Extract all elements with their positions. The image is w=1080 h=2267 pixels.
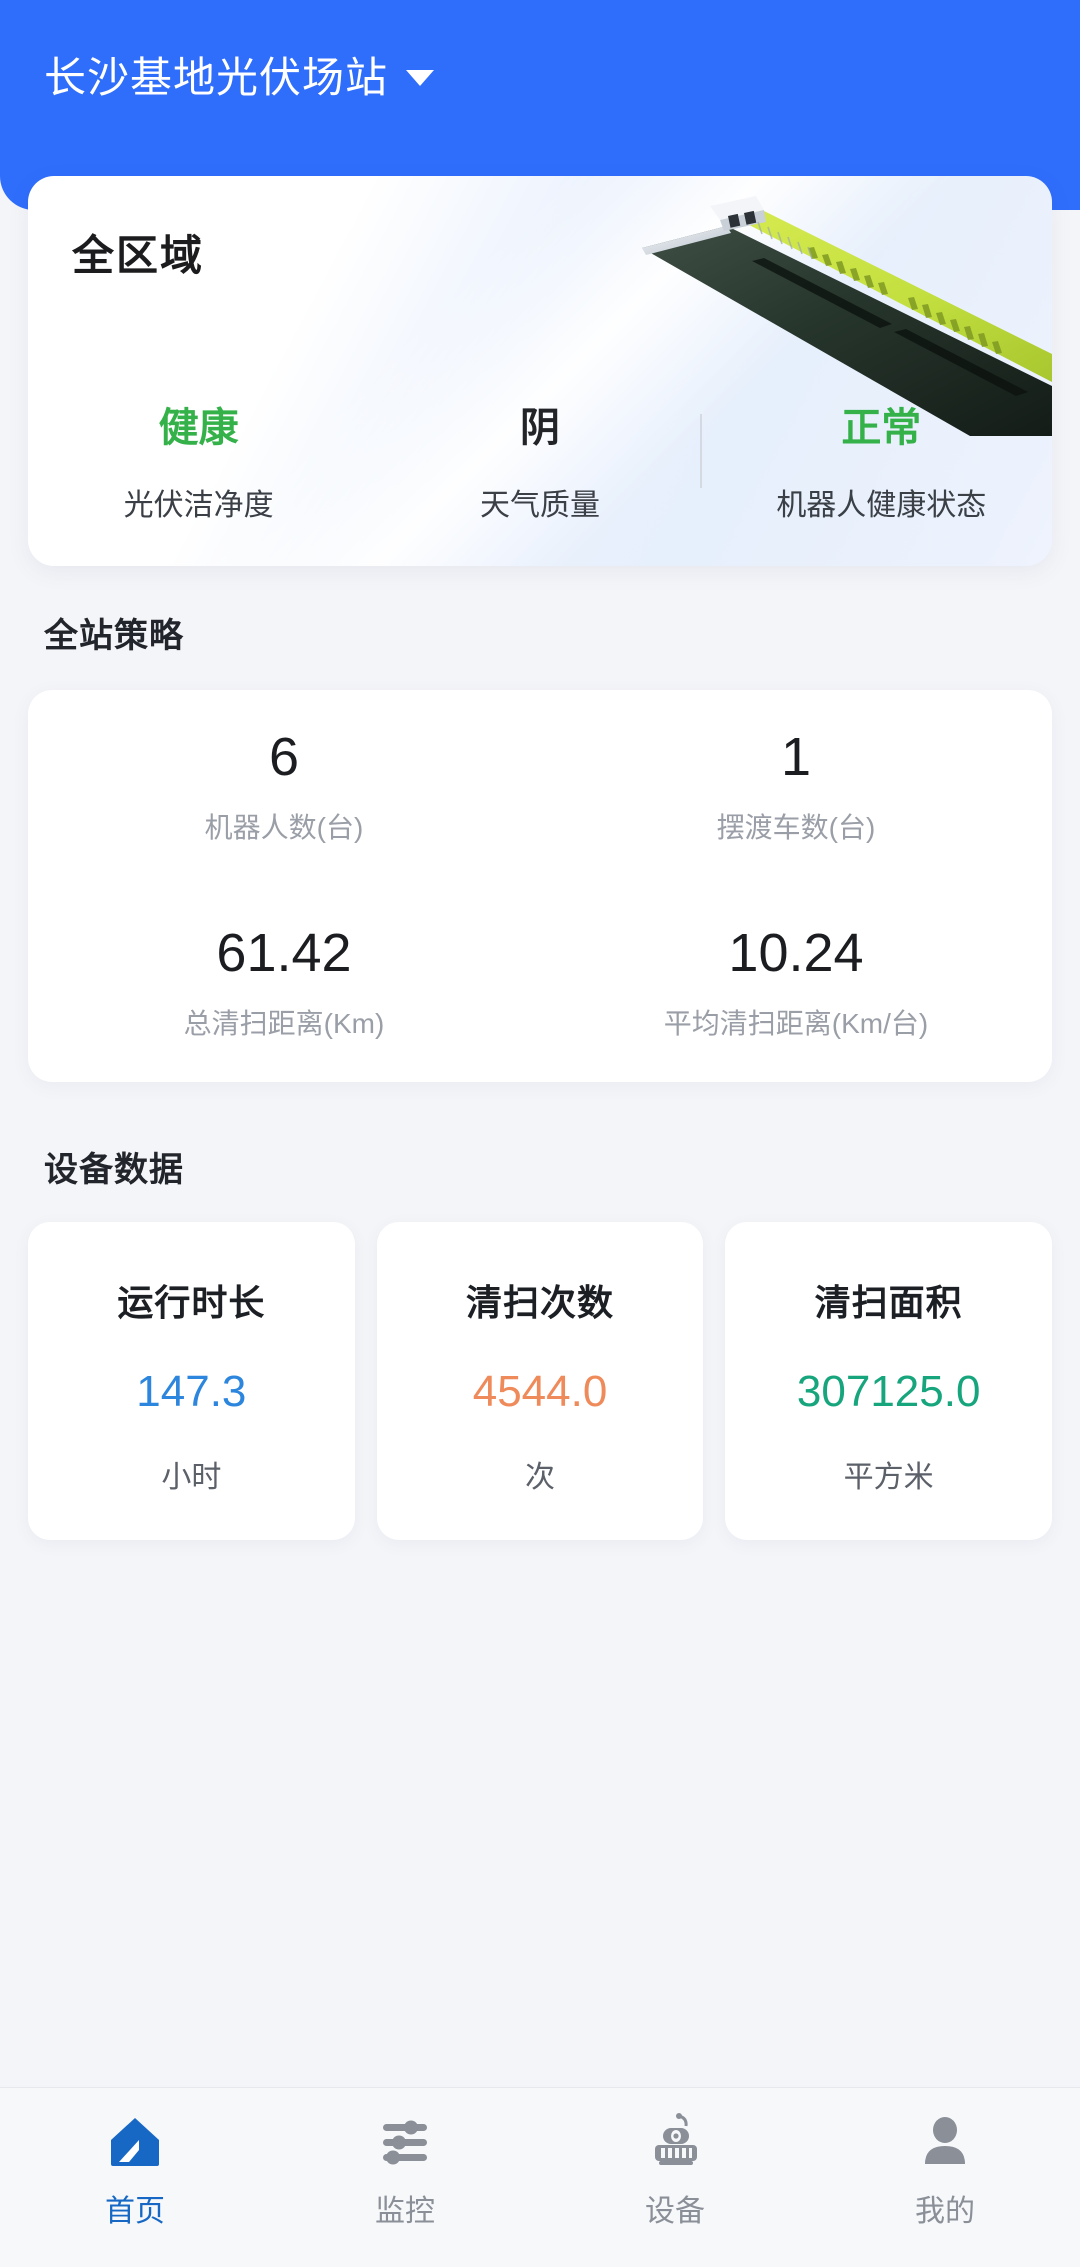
device-card-unit-clean-count: 次: [525, 1461, 555, 1494]
strategy-item-total-distance: 61.42 总清扫距离(Km): [28, 926, 540, 1042]
strategy-item-avg-distance: 10.24 平均清扫距离(Km/台): [540, 926, 1052, 1042]
strategy-value-total-distance: 61.42: [216, 923, 352, 983]
status-label-robot-health: 机器人健康状态: [776, 489, 987, 522]
nav-label-device: 设备: [645, 2195, 705, 2228]
section-title-strategy: 全站策略: [44, 617, 184, 655]
strategy-label-robot-count: 机器人数(台): [204, 812, 364, 843]
device-card-title-runtime: 运行时长: [117, 1282, 266, 1323]
device-data-row: 运行时长 147.3 小时 清扫次数 4544.0 次 清扫面积 307125.…: [28, 1222, 1053, 1540]
device-card-clean-area[interactable]: 清扫面积 307125.0 平方米: [725, 1222, 1053, 1540]
nav-item-device[interactable]: 设备: [540, 2110, 810, 2230]
strategy-value-robot-count: 6: [268, 727, 300, 787]
strategy-label-total-distance: 总清扫距离(Km): [183, 1008, 385, 1039]
device-card-unit-clean-area: 平方米: [843, 1461, 934, 1494]
status-label-cleanliness: 光伏洁净度: [123, 489, 274, 522]
device-card-clean-count[interactable]: 清扫次数 4544.0 次: [376, 1222, 704, 1540]
device-card-title-clean-count: 清扫次数: [466, 1282, 615, 1323]
device-card-runtime[interactable]: 运行时长 147.3 小时: [28, 1222, 355, 1540]
strategy-item-robot-count: 6 机器人数(台): [28, 730, 540, 846]
status-divider: [700, 414, 703, 488]
device-card-value-clean-area: 307125.0: [796, 1367, 981, 1416]
status-item-cleanliness: 健康 光伏洁净度: [28, 406, 369, 524]
status-item-robot-health: 正常 机器人健康状态: [711, 406, 1052, 524]
person-icon[interactable]: [913, 2110, 977, 2174]
device-card-title-clean-area: 清扫面积: [814, 1282, 963, 1323]
device-card-value-clean-count: 4544.0: [472, 1367, 608, 1416]
strategy-label-avg-distance: 平均清扫距离(Km/台): [663, 1008, 929, 1039]
strategy-value-shuttle-count: 1: [780, 727, 812, 787]
nav-item-profile[interactable]: 我的: [810, 2110, 1080, 2230]
nav-label-home: 首页: [105, 2195, 165, 2228]
section-title-device-data: 设备数据: [44, 1151, 184, 1189]
chevron-down-icon[interactable]: [406, 69, 435, 86]
strategy-item-shuttle-count: 1 摆渡车数(台): [540, 730, 1052, 846]
bottom-navigation-bar: 首页 监控: [0, 2087, 1080, 2267]
strategy-card: 6 机器人数(台) 1 摆渡车数(台) 61.42 总清扫距离(Km) 10.2…: [28, 690, 1052, 1082]
nav-item-home[interactable]: 首页: [0, 2110, 270, 2230]
status-value-cleanliness: 健康: [158, 406, 239, 450]
hero-area-title: 全区域: [72, 232, 205, 279]
status-row: 健康 光伏洁净度 阴 天气质量 正常 机器人健康状态: [28, 406, 1052, 524]
status-label-weather: 天气质量: [479, 489, 600, 522]
device-card-value-runtime: 147.3: [136, 1367, 247, 1416]
strategy-value-avg-distance: 10.24: [728, 923, 864, 983]
strategy-label-shuttle-count: 摆渡车数(台): [716, 812, 876, 843]
status-item-weather: 阴 天气质量: [369, 406, 710, 524]
solar-robot-image: [632, 186, 1052, 436]
nav-label-monitor: 监控: [375, 2195, 435, 2228]
device-card-unit-runtime: 小时: [161, 1461, 222, 1494]
nav-label-profile: 我的: [915, 2195, 975, 2228]
page-title: 长沙基地光伏场站: [44, 54, 389, 101]
overview-card[interactable]: 全区域 健康 光伏洁净度 阴 天气质量 正常 机器人健康状态: [28, 176, 1052, 566]
status-value-weather: 阴: [519, 406, 560, 450]
app-header: 长沙基地光伏场站: [0, 0, 1080, 210]
sliders-icon[interactable]: [373, 2110, 437, 2174]
station-selector[interactable]: 长沙基地光伏场站: [44, 44, 435, 105]
home-icon[interactable]: [103, 2110, 167, 2174]
status-value-robot-health: 正常: [841, 406, 922, 450]
robot-icon[interactable]: [643, 2110, 707, 2174]
nav-item-monitor[interactable]: 监控: [270, 2110, 540, 2230]
